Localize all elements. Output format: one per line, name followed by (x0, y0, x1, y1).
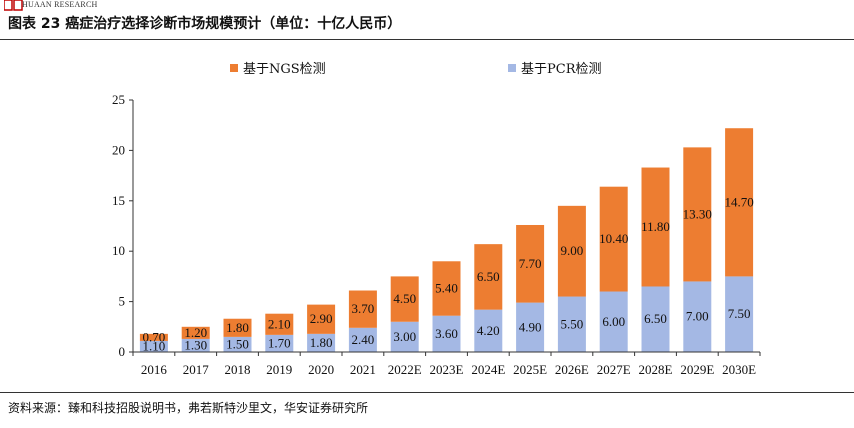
bar-pcr (516, 302, 545, 352)
data-label-pcr: 6.00 (602, 314, 625, 329)
y-tick-label: 0 (119, 344, 126, 359)
data-label-ngs: 2.10 (268, 316, 291, 331)
x-tick-label: 2023E (430, 362, 464, 377)
bar-ngs (516, 224, 545, 303)
bar-ngs (265, 313, 294, 335)
data-label-pcr: 1.50 (226, 336, 249, 351)
data-label-ngs: 11.80 (641, 219, 670, 234)
top-divider (0, 39, 854, 40)
bottom-divider (0, 392, 854, 393)
data-label-ngs: 3.70 (352, 301, 375, 316)
bar-pcr (683, 281, 712, 352)
data-label-pcr: 4.90 (519, 319, 542, 334)
bar-ngs (348, 290, 377, 328)
bar-ngs (725, 128, 754, 277)
data-label-pcr: 5.50 (561, 316, 584, 331)
data-label-ngs: 10.40 (599, 231, 628, 246)
x-tick-label: 2029E (680, 362, 714, 377)
data-label-pcr: 3.60 (435, 326, 458, 341)
bar-pcr (348, 327, 377, 352)
bar-ngs (683, 147, 712, 282)
bar-ngs (599, 186, 628, 292)
x-tick-label: 2030E (722, 362, 756, 377)
data-label-ngs: 2.90 (310, 311, 333, 326)
y-tick-label: 5 (119, 294, 126, 309)
data-label-pcr: 1.30 (184, 337, 207, 352)
source-note: 资料来源：臻和科技招股说明书，弗若斯特沙里文，华安证券研究所 (8, 401, 369, 415)
x-tick-label: 2025E (513, 362, 547, 377)
data-label-pcr: 4.20 (477, 323, 500, 338)
y-axis: 0 5 10 15 20 25 (112, 92, 134, 359)
bar-ngs (432, 261, 461, 316)
data-label-ngs: 14.70 (724, 194, 753, 209)
data-label-ngs: 5.40 (435, 280, 458, 295)
data-label-ngs: 4.50 (393, 291, 416, 306)
data-label-pcr: 2.40 (352, 332, 375, 347)
bar-pcr (432, 315, 461, 352)
x-tick-label: 2028E (639, 362, 673, 377)
data-label-pcr: 1.80 (310, 335, 333, 350)
data-label-pcr: 1.70 (268, 335, 291, 350)
legend-swatch-ngs (230, 64, 238, 72)
bar-pcr (265, 334, 294, 352)
y-tick-label: 10 (112, 243, 125, 258)
legend-label-ngs: 基于NGS检测 (243, 62, 326, 77)
data-label-ngs: 1.20 (184, 325, 207, 340)
x-tick-label: 2020 (308, 362, 334, 377)
bar-ngs (474, 244, 503, 310)
chart-title: 图表 23 癌症治疗选择诊断市场规模预计（单位：十亿人民币） (8, 16, 402, 32)
bar-pcr (557, 296, 586, 352)
bar-ngs (307, 304, 336, 334)
data-label-ngs: 13.30 (683, 206, 712, 221)
bar-pcr (139, 340, 168, 352)
bar-pcr (307, 333, 336, 352)
data-label-pcr: 7.00 (686, 309, 709, 324)
bar-ngs (557, 205, 586, 297)
x-tick-label: 2022E (388, 362, 422, 377)
data-label-ngs: 7.70 (519, 256, 542, 271)
x-tick-label: 2026E (555, 362, 589, 377)
x-tick-label: 2016 (141, 362, 168, 377)
bars: 1.100.701.301.201.501.801.702.101.802.90… (139, 128, 754, 353)
data-label-pcr: 7.50 (728, 306, 751, 321)
y-tick-label: 25 (112, 92, 125, 107)
x-tick-label: 2019 (266, 362, 292, 377)
data-label-pcr: 3.00 (393, 329, 416, 344)
bar-pcr (725, 276, 754, 352)
bar-pcr (641, 286, 670, 352)
y-tick-label: 15 (112, 193, 125, 208)
legend: 基于NGS检测 基于PCR检测 (230, 62, 601, 77)
legend-label-pcr: 基于PCR检测 (521, 62, 601, 77)
data-label-ngs: 0.70 (143, 329, 166, 344)
bar-ngs (390, 276, 419, 322)
bar-ngs (641, 167, 670, 287)
bar-ngs (139, 333, 168, 341)
x-tick-label: 2027E (597, 362, 631, 377)
bar-ngs (223, 318, 252, 337)
x-tick-label: 2021 (350, 362, 376, 377)
x-tick-label: 2017 (183, 362, 210, 377)
data-label-pcr: 6.50 (644, 311, 667, 326)
data-label-ngs: 1.80 (226, 320, 249, 335)
bar-pcr (474, 309, 503, 352)
bar-pcr (181, 338, 210, 352)
data-label-ngs: 6.50 (477, 269, 500, 284)
brand-name: HUAAN RESEARCH (22, 0, 98, 9)
data-label-ngs: 9.00 (561, 243, 584, 258)
x-tick-label: 2018 (225, 362, 251, 377)
bar-pcr (390, 321, 419, 352)
legend-swatch-pcr (508, 64, 516, 72)
x-tick-label: 2024E (471, 362, 505, 377)
bar-ngs (181, 326, 210, 339)
data-label-pcr: 1.10 (143, 338, 166, 353)
bar-pcr (223, 336, 252, 352)
y-tick-label: 20 (112, 142, 125, 157)
huaan-logo-icon (4, 0, 23, 11)
bar-pcr (599, 291, 628, 352)
x-axis: 2016 2017 2018 2019 2020 2021 2022E 2023E 2024E 2… (132, 351, 761, 377)
